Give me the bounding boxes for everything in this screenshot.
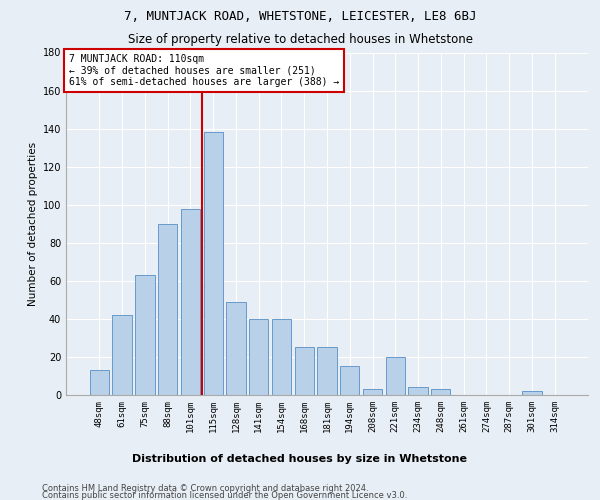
Text: Distribution of detached houses by size in Whetstone: Distribution of detached houses by size … [133, 454, 467, 464]
Bar [431, 390, 451, 395]
Bar [295, 348, 314, 395]
Bar [135, 275, 155, 395]
Bar [226, 302, 245, 395]
Text: Size of property relative to detached houses in Whetstone: Size of property relative to detached ho… [128, 32, 473, 46]
Text: Contains HM Land Registry data © Crown copyright and database right 2024.: Contains HM Land Registry data © Crown c… [42, 484, 368, 493]
Bar [203, 132, 223, 395]
Bar [158, 224, 178, 395]
Text: 7, MUNTJACK ROAD, WHETSTONE, LEICESTER, LE8 6BJ: 7, MUNTJACK ROAD, WHETSTONE, LEICESTER, … [124, 10, 476, 23]
Text: 7 MUNTJACK ROAD: 110sqm
← 39% of detached houses are smaller (251)
61% of semi-d: 7 MUNTJACK ROAD: 110sqm ← 39% of detache… [68, 54, 339, 88]
Bar [522, 391, 542, 395]
Bar [249, 319, 268, 395]
Bar [409, 388, 428, 395]
Y-axis label: Number of detached properties: Number of detached properties [28, 142, 38, 306]
Bar [363, 390, 382, 395]
Bar [272, 319, 291, 395]
Bar [317, 348, 337, 395]
Text: Contains public sector information licensed under the Open Government Licence v3: Contains public sector information licen… [42, 492, 407, 500]
Bar [386, 357, 405, 395]
Bar [112, 315, 132, 395]
Bar [340, 366, 359, 395]
Bar [90, 370, 109, 395]
Bar [181, 208, 200, 395]
